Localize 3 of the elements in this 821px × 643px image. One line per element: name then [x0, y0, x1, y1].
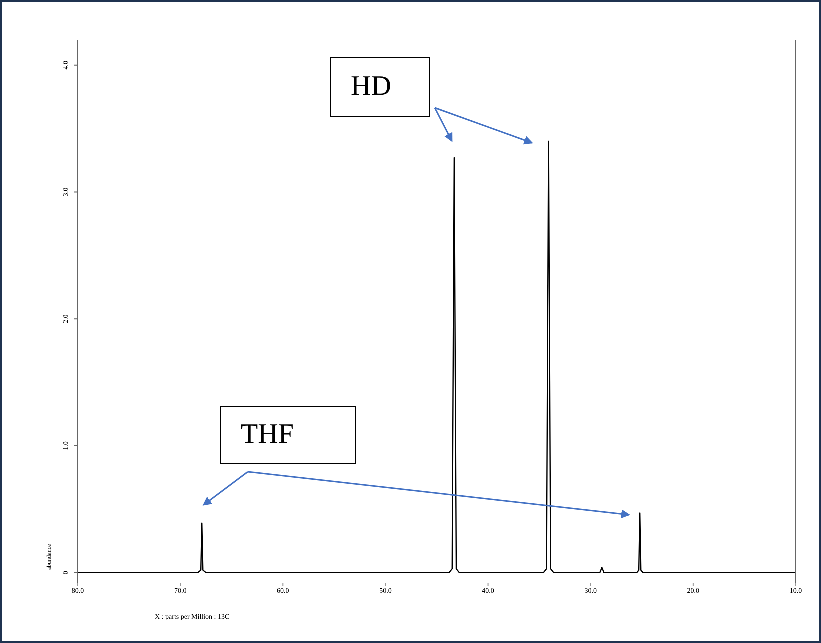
line-series — [78, 140, 796, 574]
annotation: THF — [220, 406, 356, 464]
annotation: HD — [330, 57, 430, 117]
